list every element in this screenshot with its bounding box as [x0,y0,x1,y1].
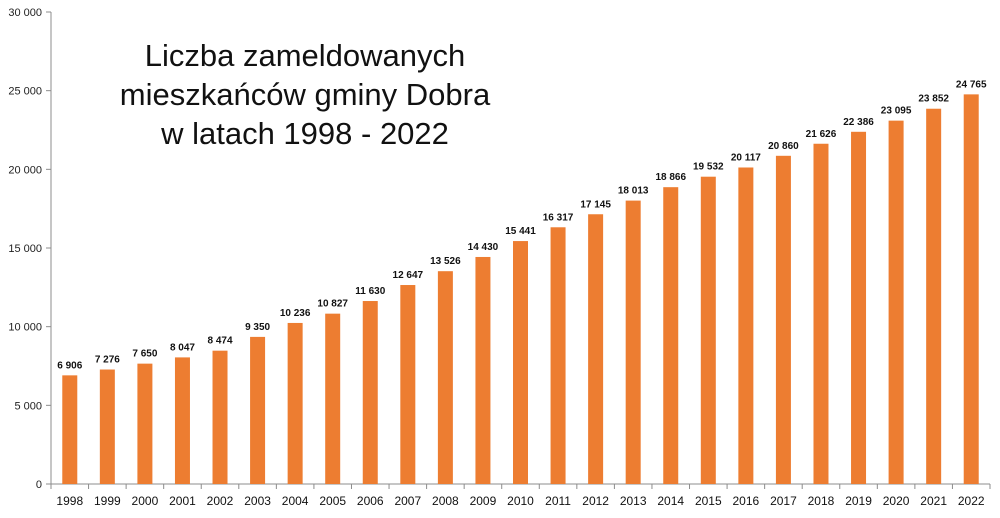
bar [513,241,528,484]
data-label: 19 532 [693,162,724,173]
data-label: 8 474 [208,336,233,347]
bar [475,256,491,484]
bar [212,350,228,484]
bar [738,167,754,484]
x-tick-label: 2000 [132,494,159,508]
x-tick-label: 2015 [695,494,722,508]
bar [437,271,453,484]
data-label: 24 765 [956,79,987,90]
bar [663,187,679,484]
data-label: 6 906 [57,360,82,371]
data-label: 23 095 [881,106,912,117]
x-tick-label: 2018 [808,494,835,508]
x-tick-label: 1999 [94,494,121,508]
data-label: 13 526 [430,256,461,267]
bar [174,357,190,484]
bar [963,94,979,484]
chart-title-line-3: w latach 1998 - 2022 [161,116,449,151]
bar [851,131,867,485]
bar [99,369,115,484]
bar [250,336,266,484]
chart-title-line-1: Liczba zameldowanych [144,38,466,73]
y-tick-label: 30 000 [8,7,42,19]
data-label: 21 626 [806,129,837,140]
x-tick-label: 2019 [845,494,872,508]
chart-title: Liczba zameldowanych mieszkańców gminy D… [95,36,515,153]
bar [588,214,604,484]
bar [137,363,153,484]
data-label: 10 827 [317,299,348,310]
data-label: 14 430 [468,242,499,253]
x-tick-label: 2013 [620,494,647,508]
data-label: 7 650 [132,349,157,360]
x-tick-label: 2007 [394,494,421,508]
data-label: 15 441 [505,226,536,237]
y-tick-label: 15 000 [8,243,42,255]
x-tick-label: 2004 [282,494,309,508]
x-tick-label: 2020 [883,494,910,508]
x-tick-label: 2014 [657,494,684,508]
data-label: 11 630 [355,286,385,297]
y-tick-label: 0 [36,479,42,491]
x-tick-label: 2021 [920,494,947,508]
x-tick-label: 1998 [56,494,83,508]
data-label: 20 117 [731,152,761,163]
x-tick-label: 2003 [244,494,271,508]
bar [62,375,78,484]
x-tick-label: 2022 [958,494,985,508]
data-label: 18 013 [618,186,649,197]
x-tick-label: 2006 [357,494,384,508]
x-tick-label: 2017 [770,494,797,508]
x-tick-label: 2011 [545,494,571,508]
bar [550,227,566,484]
x-tick-label: 2001 [169,494,196,508]
bar [325,313,341,484]
bar [700,176,716,484]
y-tick-label: 5 000 [14,400,42,412]
bar [775,155,791,484]
x-tick-label: 2010 [507,494,534,508]
bar [362,301,378,484]
data-label: 22 386 [843,117,874,128]
bar [926,108,942,485]
bar [813,143,829,485]
data-label: 8 047 [170,342,195,353]
x-tick-label: 2016 [733,494,760,508]
data-label: 18 866 [655,172,686,183]
data-label: 9 350 [245,322,270,333]
x-tick-label: 2008 [432,494,459,508]
bar [400,285,416,484]
x-tick-label: 2012 [582,494,609,508]
x-tick-label: 2009 [470,494,497,508]
bar [888,120,904,484]
chart-title-line-2: mieszkańców gminy Dobra [119,77,491,112]
y-tick-label: 25 000 [8,86,42,98]
data-label: 23 852 [918,94,949,105]
data-label: 7 276 [95,355,120,366]
bar [625,200,641,484]
data-label: 10 236 [280,308,311,319]
x-tick-label: 2005 [319,494,346,508]
bar [287,322,303,484]
y-tick-label: 10 000 [8,322,42,334]
data-label: 20 860 [768,141,799,152]
y-tick-label: 20 000 [8,164,42,176]
data-label: 17 145 [580,199,611,210]
data-label: 12 647 [393,270,424,281]
data-label: 16 317 [543,212,574,223]
x-tick-label: 2002 [207,494,234,508]
